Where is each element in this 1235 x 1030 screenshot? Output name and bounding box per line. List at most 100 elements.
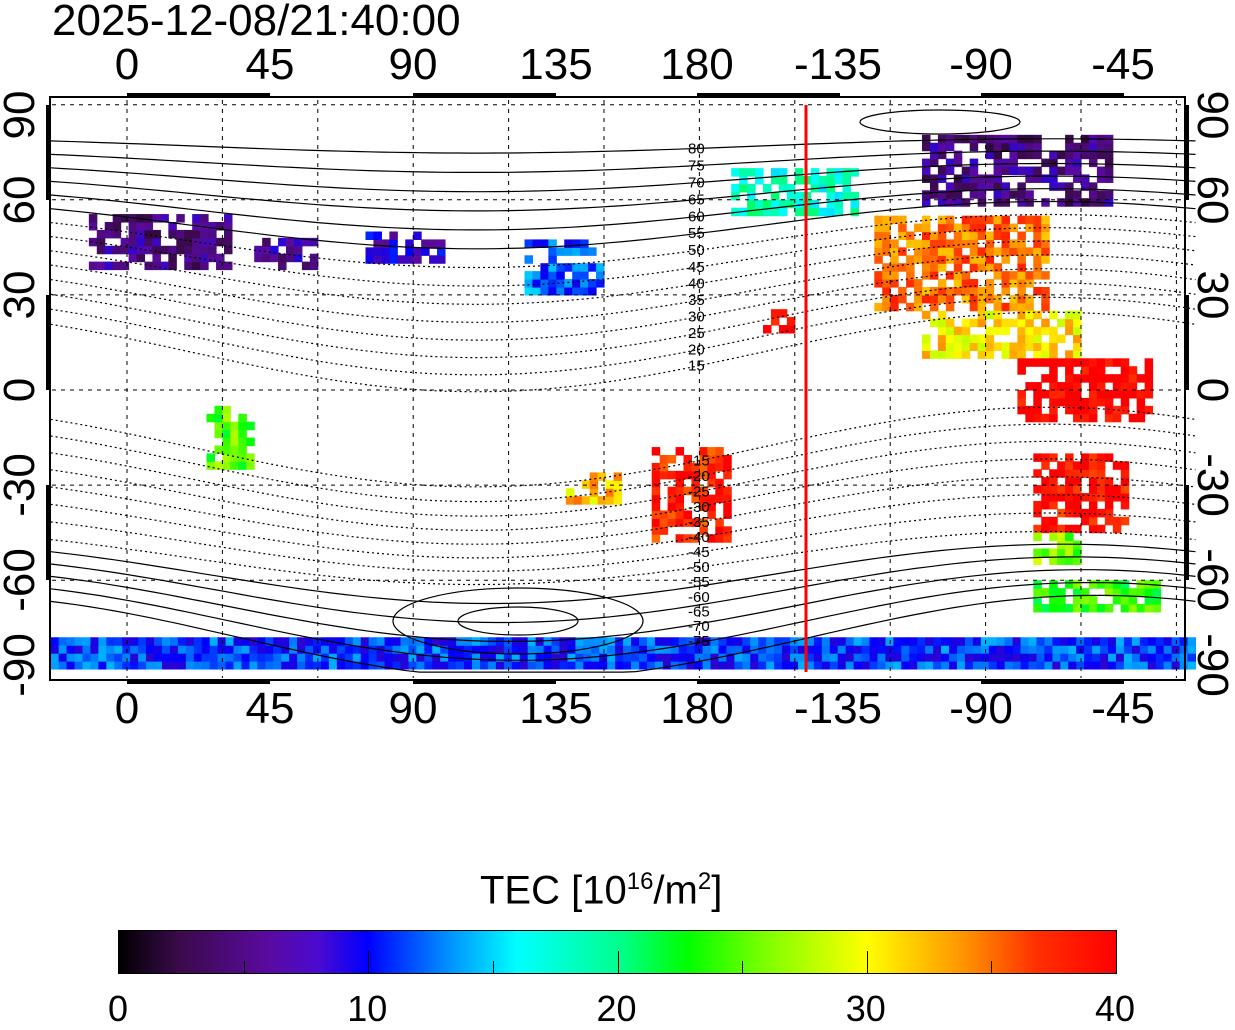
tec-cell [208,237,217,247]
tec-cell [1187,661,1197,670]
tec-cell [360,653,370,662]
tec-cell [953,350,963,359]
tec-cell [1041,461,1050,470]
tec-cell [1033,469,1042,478]
tec-cell [1084,637,1093,646]
tec-cell [778,183,788,193]
tec-cell [861,653,871,662]
tec-cell [821,661,831,670]
frame-tick-band [1184,105,1189,200]
tec-cell [114,645,123,654]
tec-cell [479,661,489,670]
tec-cell [734,653,743,662]
tec-cell [818,176,828,185]
tec-cell [667,494,677,504]
tec-cell [1128,382,1138,391]
tec-cell [969,231,979,240]
tec-cell [699,518,708,527]
tec-cell [993,342,1003,351]
tec-cell [384,645,394,654]
tec-cell [551,645,561,654]
tec-cell [169,653,179,662]
tec-cell [1081,493,1090,502]
tec-cell [313,661,322,670]
tec-cell [945,302,955,312]
contour-label: -70 [688,618,710,635]
tec-cell [969,255,979,264]
tec-cell [861,661,871,670]
tec-cell [1088,596,1098,605]
tec-cell [1073,190,1082,199]
tec-cell [1104,588,1114,597]
tec-cell [953,247,963,256]
tec-cell [1096,485,1106,494]
tec-cell [882,239,891,248]
contour-line [50,440,1196,517]
tec-cell [1104,397,1114,407]
frame-tick-band [46,105,51,200]
contour-label: -15 [688,453,710,470]
tec-cell [472,645,481,654]
tec-cell [214,445,223,454]
tec-cell [882,247,891,256]
contour-label: 60 [688,208,705,225]
tec-cell [651,502,661,512]
tec-cell [352,637,362,646]
tec-cell [208,253,217,263]
tec-cell [988,661,998,670]
tec-cell [373,239,382,248]
tec-cell [524,255,533,264]
contour-line [50,556,1196,624]
tec-cell [821,645,831,654]
tec-cell [104,245,114,255]
tec-cell [1049,532,1058,542]
tec-cell [320,637,330,646]
tec-cell [1017,166,1026,176]
tec-cell [1033,382,1042,391]
colorbar-label: 10 [347,988,388,1029]
tec-cell [667,518,677,527]
tec-cell [138,645,147,654]
tec-cell [686,637,696,646]
tec-cell [1041,255,1050,264]
tec-cell [437,255,446,264]
tec-cell [678,653,688,662]
tec-cell [1120,493,1130,502]
tec-cell [914,247,923,256]
tec-cell [985,150,995,160]
tec-cell [487,653,497,662]
tec-cell [368,653,378,662]
tec-cell [1073,405,1082,415]
tec-cell [464,637,473,646]
tec-region [922,134,1114,207]
tec-cell [344,637,354,646]
tec-cell [1001,231,1010,240]
tec-cell [408,637,417,646]
tec-cell [742,637,751,646]
tec-cell [1088,190,1098,199]
tec-cell [152,229,161,239]
contour-label: 30 [688,309,705,326]
tec-cell [82,637,91,646]
tec-cell [890,294,899,304]
tec-cell [535,661,545,670]
tec-cell [651,478,661,488]
tec-cell [1004,645,1014,654]
tec-cell [1073,334,1082,344]
contour-label: 70 [688,174,705,191]
tec-cell [914,279,923,288]
tec-cell [922,166,931,176]
tec-cell [596,271,605,280]
tec-cell [1155,661,1165,670]
tec-cell [778,176,788,185]
tec-cell [1187,653,1197,662]
tec-cell [898,294,907,304]
tec-cell [906,263,915,272]
tec-cell [797,653,807,662]
tec-cell [1049,500,1058,510]
tec-cell [281,637,290,646]
lat-tick-label: 90 [0,90,44,140]
tec-cell [929,231,939,240]
tec-cell [1041,215,1050,225]
tec-cell [985,342,995,351]
